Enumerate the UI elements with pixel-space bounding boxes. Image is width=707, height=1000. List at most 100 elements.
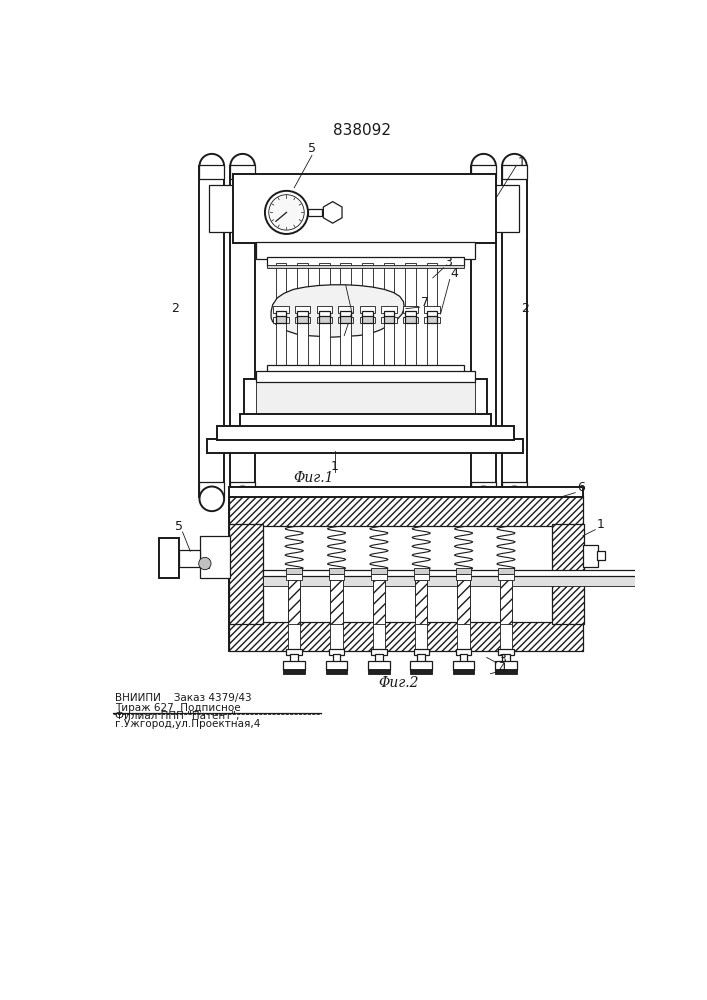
Bar xyxy=(362,316,373,323)
Bar xyxy=(295,317,310,323)
Bar xyxy=(371,568,387,574)
Bar xyxy=(326,661,347,670)
Bar xyxy=(426,316,438,323)
Bar xyxy=(199,165,224,179)
Bar xyxy=(233,174,496,243)
Bar xyxy=(411,661,432,670)
Circle shape xyxy=(265,191,308,234)
Bar xyxy=(276,263,286,308)
Bar xyxy=(460,654,467,663)
Text: 1: 1 xyxy=(518,156,525,169)
Bar xyxy=(373,569,385,651)
Bar xyxy=(267,365,464,373)
Bar xyxy=(297,316,308,323)
Bar xyxy=(330,569,343,651)
Polygon shape xyxy=(271,285,404,337)
Circle shape xyxy=(502,487,527,511)
Bar xyxy=(288,569,300,651)
Bar xyxy=(329,568,344,574)
Bar xyxy=(415,569,428,651)
Bar xyxy=(373,580,385,624)
Circle shape xyxy=(269,195,304,230)
Bar xyxy=(371,574,387,580)
Bar xyxy=(472,482,496,497)
Bar xyxy=(383,311,395,319)
Text: 5: 5 xyxy=(175,520,183,533)
Circle shape xyxy=(472,154,496,179)
Text: 2: 2 xyxy=(171,302,179,316)
Bar xyxy=(340,263,351,308)
Bar xyxy=(381,306,397,312)
Bar xyxy=(362,263,373,308)
Bar xyxy=(288,580,300,624)
Bar xyxy=(457,569,469,651)
Bar xyxy=(495,661,517,670)
Bar xyxy=(199,482,224,497)
Bar xyxy=(362,322,373,366)
Bar xyxy=(456,574,472,580)
Bar xyxy=(383,322,395,366)
Bar xyxy=(297,311,308,319)
Bar xyxy=(371,649,387,655)
Bar xyxy=(417,654,425,663)
Bar xyxy=(264,575,656,586)
Bar xyxy=(597,551,604,560)
Bar xyxy=(502,166,527,497)
Bar xyxy=(297,263,308,308)
Bar xyxy=(403,317,418,323)
Text: 6: 6 xyxy=(577,481,585,494)
Bar xyxy=(229,497,583,651)
Text: 1: 1 xyxy=(597,518,604,531)
Bar xyxy=(424,306,440,312)
Text: 4: 4 xyxy=(450,267,458,280)
Bar xyxy=(240,414,491,428)
Bar xyxy=(495,669,517,674)
Bar xyxy=(160,538,180,578)
Bar xyxy=(502,654,510,663)
Bar xyxy=(414,574,429,580)
Bar xyxy=(256,371,475,382)
Bar xyxy=(340,311,351,319)
Bar xyxy=(414,568,429,574)
Bar xyxy=(229,524,264,624)
Bar xyxy=(368,669,390,674)
Bar xyxy=(498,649,514,655)
Bar xyxy=(179,550,200,567)
Text: Филиал ППП "Патент",: Филиал ППП "Патент", xyxy=(115,711,239,721)
Bar xyxy=(340,316,351,323)
Circle shape xyxy=(230,154,255,179)
Bar xyxy=(329,574,344,580)
Bar xyxy=(452,661,474,670)
Bar xyxy=(286,574,302,580)
Bar xyxy=(256,242,475,259)
Circle shape xyxy=(199,487,224,511)
Bar xyxy=(308,209,322,216)
Bar xyxy=(267,265,464,268)
Bar xyxy=(456,568,472,574)
Bar xyxy=(411,669,432,674)
Text: 3: 3 xyxy=(498,653,506,666)
Bar xyxy=(286,649,302,655)
Bar xyxy=(502,165,527,179)
Bar xyxy=(276,311,286,319)
Bar xyxy=(256,382,475,414)
Bar xyxy=(319,322,329,366)
Text: 838092: 838092 xyxy=(333,123,391,138)
Bar xyxy=(297,322,308,366)
Bar xyxy=(338,306,354,312)
Bar xyxy=(381,317,397,323)
Bar xyxy=(405,316,416,323)
Bar xyxy=(244,379,486,416)
Text: 3: 3 xyxy=(444,256,452,269)
Text: 2: 2 xyxy=(521,302,530,316)
Bar xyxy=(583,545,598,567)
Bar xyxy=(276,322,286,366)
Bar xyxy=(200,559,209,568)
Bar xyxy=(498,568,514,574)
Bar xyxy=(500,569,512,651)
Bar xyxy=(319,316,329,323)
Bar xyxy=(319,311,329,319)
Bar xyxy=(383,316,395,323)
Bar xyxy=(209,185,235,232)
Bar xyxy=(456,649,472,655)
